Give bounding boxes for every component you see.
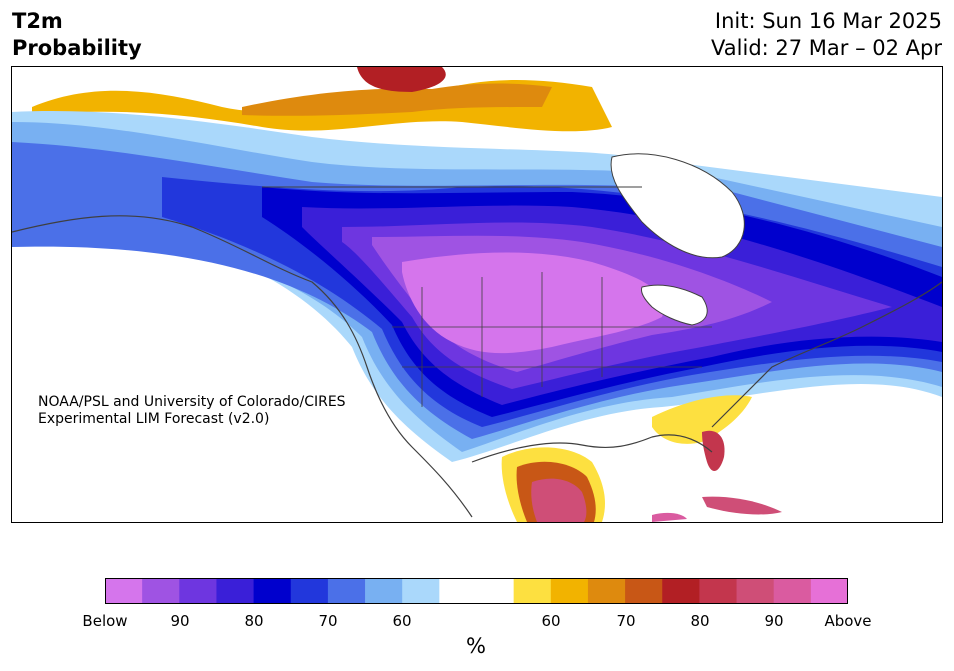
colorbar-swatch — [810, 578, 848, 604]
great-lakes — [641, 284, 708, 326]
credit-text: NOAA/PSL and University of Colorado/CIRE… — [38, 394, 346, 428]
coastline-west — [12, 215, 473, 518]
hudson-bay — [610, 153, 745, 259]
tick-70-above: 70 — [616, 612, 636, 630]
credit-line-2: Experimental LIM Forecast (v2.0) — [38, 411, 270, 427]
colorbar-swatch — [290, 578, 329, 604]
warm-caribbean — [652, 512, 687, 522]
colorbar-swatch — [179, 578, 217, 604]
coastline-east — [711, 281, 942, 428]
warm-mexico-core — [531, 478, 587, 522]
tick-60-above: 60 — [541, 612, 561, 630]
colorbar-swatch — [625, 578, 663, 604]
title-probability: Probability — [12, 36, 142, 60]
warm-greenland — [357, 67, 446, 92]
tick-90-below: 90 — [170, 612, 190, 630]
coastline-gulf — [471, 434, 713, 463]
tick-70-below: 70 — [318, 612, 338, 630]
warm-arctic-core — [242, 83, 552, 116]
colorbar-tick-labels: Below 90 80 70 60 60 70 80 90 Above — [0, 612, 954, 632]
probability-map — [11, 66, 943, 523]
tick-60-below: 60 — [392, 612, 412, 630]
colorbar-swatch — [662, 578, 700, 604]
colorbar-swatch — [587, 578, 626, 604]
title-variable: T2m — [12, 9, 63, 33]
colorbar-swatch — [476, 578, 515, 604]
colorbar-unit: % — [466, 634, 486, 658]
tick-above: Above — [824, 612, 872, 630]
warm-cuba — [702, 496, 782, 515]
colorbar-swatch — [402, 578, 440, 604]
colorbar-swatch — [699, 578, 738, 604]
colorbar-border — [105, 578, 848, 604]
colorbar-swatch — [365, 578, 403, 604]
colorbar-swatch — [773, 578, 812, 604]
colorbar-swatch — [550, 578, 589, 604]
colorbar — [105, 578, 848, 604]
cold-core — [402, 252, 664, 354]
colorbar-svg — [105, 578, 848, 604]
colorbar-swatch — [513, 578, 552, 604]
colorbar-swatch — [142, 578, 180, 604]
warm-southeast — [652, 395, 752, 444]
title: T2m Probability — [12, 8, 142, 62]
init-date: Init: Sun 16 Mar 2025 — [714, 9, 942, 33]
colorbar-swatch — [736, 578, 775, 604]
colorbar-swatch — [216, 578, 255, 604]
forecast-dates: Init: Sun 16 Mar 2025 Valid: 27 Mar – 02… — [711, 8, 942, 62]
tick-80-above: 80 — [690, 612, 710, 630]
colorbar-swatch — [105, 578, 143, 604]
state-lines — [392, 272, 712, 407]
colorbar-swatch — [253, 578, 292, 604]
colorbar-swatch — [439, 578, 477, 604]
warm-florida — [702, 430, 725, 472]
map-svg — [12, 67, 942, 522]
tick-80-below: 80 — [244, 612, 264, 630]
colorbar-swatch — [327, 578, 366, 604]
tick-90-above: 90 — [764, 612, 784, 630]
credit-line-1: NOAA/PSL and University of Colorado/CIRE… — [38, 394, 346, 410]
tick-below: Below — [82, 612, 128, 630]
valid-date: Valid: 27 Mar – 02 Apr — [711, 36, 942, 60]
